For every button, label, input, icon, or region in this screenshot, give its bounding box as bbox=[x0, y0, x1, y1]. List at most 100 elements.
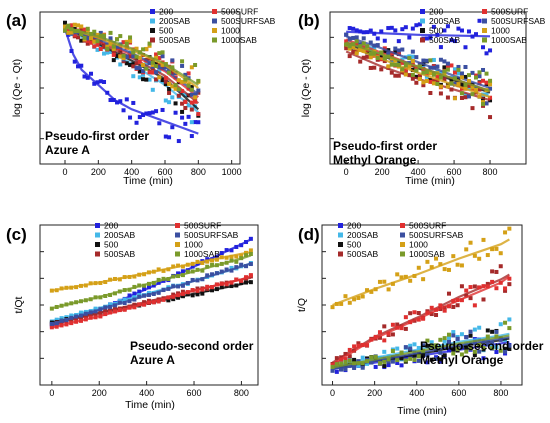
data-point bbox=[431, 81, 436, 86]
data-point bbox=[115, 54, 120, 59]
data-point bbox=[134, 61, 139, 66]
data-point bbox=[354, 51, 359, 56]
data-point bbox=[76, 64, 81, 69]
data-point bbox=[137, 75, 142, 80]
panel-letter: (b) bbox=[298, 11, 320, 30]
x-tick-label: 200 bbox=[92, 388, 107, 398]
data-point bbox=[481, 102, 486, 107]
data-point bbox=[485, 328, 490, 333]
data-point bbox=[193, 62, 198, 67]
legend-entry: 500SURFSAB bbox=[184, 230, 239, 240]
data-point bbox=[481, 67, 486, 72]
data-point bbox=[438, 57, 443, 62]
data-point bbox=[167, 67, 172, 72]
data-point bbox=[421, 353, 426, 358]
data-point bbox=[434, 256, 439, 261]
data-point bbox=[160, 50, 165, 55]
data-point bbox=[63, 24, 67, 29]
x-axis-title: Time (min) bbox=[405, 175, 455, 187]
data-point bbox=[189, 120, 194, 125]
data-point bbox=[472, 349, 477, 354]
data-point bbox=[416, 358, 421, 363]
data-point bbox=[472, 303, 477, 308]
legend-swatch bbox=[482, 28, 487, 33]
data-point bbox=[416, 265, 421, 270]
data-point bbox=[121, 53, 126, 58]
legend-swatch bbox=[212, 9, 217, 14]
data-point bbox=[72, 29, 77, 34]
data-point bbox=[390, 332, 395, 337]
data-point bbox=[452, 39, 457, 44]
legend-swatch bbox=[338, 223, 343, 228]
data-point bbox=[425, 310, 430, 315]
data-point bbox=[354, 28, 359, 33]
data-point bbox=[442, 77, 447, 82]
data-point bbox=[154, 52, 159, 57]
data-point bbox=[375, 56, 380, 61]
data-point bbox=[503, 320, 508, 325]
panel-annotation: Methyl Orange bbox=[333, 153, 417, 167]
data-point bbox=[421, 343, 426, 348]
data-point bbox=[167, 81, 172, 86]
data-point bbox=[373, 334, 378, 339]
data-point bbox=[189, 87, 194, 92]
data-point bbox=[189, 107, 194, 112]
data-point bbox=[214, 255, 219, 260]
data-point bbox=[229, 248, 234, 253]
data-point bbox=[425, 338, 430, 343]
data-point bbox=[429, 265, 434, 270]
data-point bbox=[229, 265, 234, 270]
data-point bbox=[171, 297, 176, 302]
data-point bbox=[92, 44, 97, 49]
legend-swatch bbox=[482, 18, 487, 24]
data-point bbox=[403, 326, 408, 331]
data-point bbox=[470, 70, 475, 75]
x-tick-label: 600 bbox=[187, 388, 202, 398]
data-point bbox=[451, 347, 456, 352]
legend-entry: 500SURF bbox=[409, 221, 446, 231]
data-point bbox=[98, 30, 103, 35]
x-tick-label: 0 bbox=[344, 167, 349, 177]
data-point bbox=[455, 336, 460, 341]
data-point bbox=[131, 64, 136, 69]
data-point bbox=[134, 46, 139, 51]
data-point bbox=[131, 100, 136, 105]
legend-entry: 200SAB bbox=[159, 16, 191, 26]
data-point bbox=[464, 288, 469, 293]
data-point bbox=[210, 272, 215, 277]
data-point bbox=[157, 51, 162, 56]
data-point bbox=[464, 293, 469, 298]
panel-letter: (c) bbox=[6, 225, 27, 244]
data-point bbox=[382, 38, 387, 43]
series-1000SAB bbox=[330, 320, 512, 369]
data-point bbox=[477, 285, 482, 290]
legend-entry: 500 bbox=[159, 26, 173, 36]
data-point bbox=[347, 300, 352, 305]
data-point bbox=[368, 55, 373, 60]
data-point bbox=[170, 71, 175, 76]
data-point bbox=[368, 51, 373, 56]
series-line bbox=[63, 28, 199, 135]
data-point bbox=[455, 262, 460, 267]
data-point bbox=[131, 54, 136, 59]
data-point bbox=[234, 254, 239, 259]
data-point bbox=[343, 360, 348, 365]
data-point bbox=[157, 121, 162, 126]
data-point bbox=[468, 285, 473, 290]
data-point bbox=[498, 264, 503, 269]
data-point bbox=[195, 292, 200, 297]
data-point bbox=[102, 51, 107, 56]
data-point bbox=[183, 106, 188, 111]
data-point bbox=[108, 36, 113, 41]
data-point bbox=[481, 78, 486, 83]
data-point bbox=[446, 339, 451, 344]
data-point bbox=[160, 107, 165, 112]
data-point bbox=[403, 67, 408, 72]
series-line bbox=[51, 275, 252, 329]
legend-swatch bbox=[482, 37, 487, 43]
data-point bbox=[407, 64, 412, 69]
data-point bbox=[445, 95, 450, 100]
chart-panel-2: 0 200 400 600 800200200SAB500500SAB500SURF50… bbox=[298, 7, 546, 188]
data-point bbox=[154, 77, 159, 82]
data-point bbox=[186, 114, 191, 119]
